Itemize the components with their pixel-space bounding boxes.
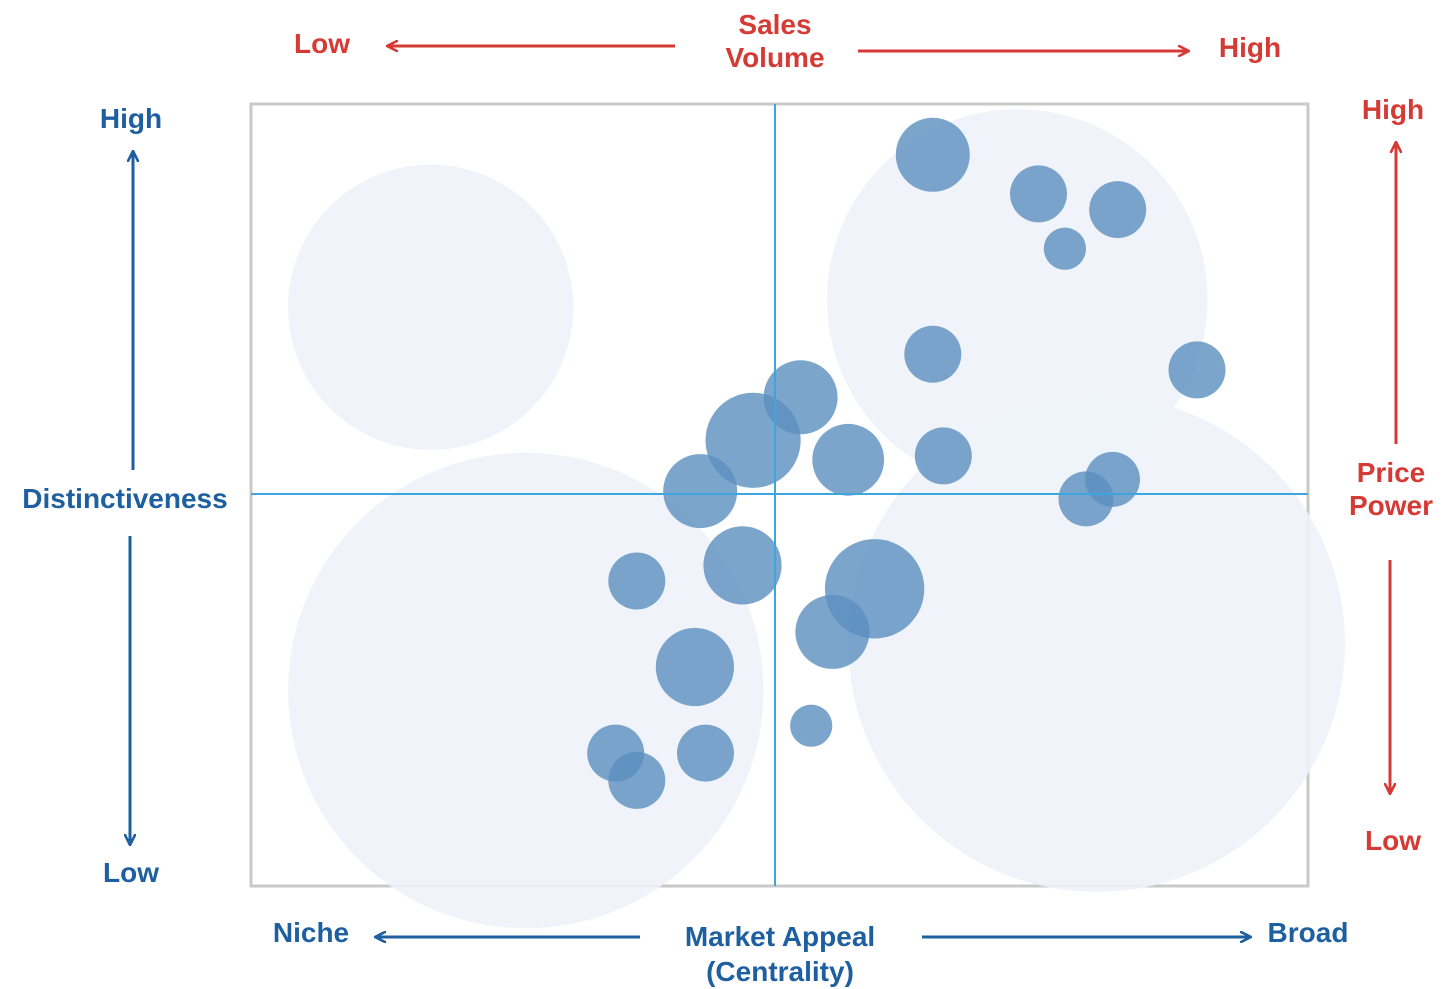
price-power-label: Price [1357,457,1426,488]
bubble-22 [608,751,666,809]
bubble-13 [663,454,738,529]
sales-volume-label: Sales [738,9,811,40]
distinctiveness-high-label: High [100,103,162,134]
highlight-zone-1 [288,164,574,451]
bubble-4 [1043,227,1086,270]
bubble-10 [914,427,972,485]
bubble-2 [1010,165,1067,223]
sales-volume-label-2: Volume [725,42,824,73]
distinctiveness-low-label: Low [103,857,159,888]
bubble-12 [1058,471,1114,527]
bubble-1 [895,117,970,192]
bubble-3 [1089,181,1147,239]
broad-label: Broad [1268,917,1349,948]
niche-label: Niche [273,917,349,948]
price-power-label-2: Power [1349,490,1433,521]
bubble-layer [587,117,1226,809]
bubble-18 [655,627,735,707]
bubble-21 [677,724,734,782]
price-high-label: High [1362,94,1424,125]
bubble-9 [812,423,885,496]
bubble-14 [703,526,782,605]
price-low-label: Low [1365,825,1421,856]
bubble-15 [608,552,666,610]
market-appeal-label-2: (Centrality) [706,956,854,987]
sales-high-label: High [1219,32,1281,63]
distinctiveness-label: Distinctiveness [22,483,227,514]
bubble-5 [904,325,962,383]
highlight-zone-4 [848,395,1345,892]
bubble-19 [790,704,833,747]
bubble-8 [705,392,801,488]
market-appeal-label: Market Appeal [685,921,875,952]
sales-low-label: Low [294,28,350,59]
bubble-17 [795,594,870,669]
bubble-6 [1168,341,1226,399]
